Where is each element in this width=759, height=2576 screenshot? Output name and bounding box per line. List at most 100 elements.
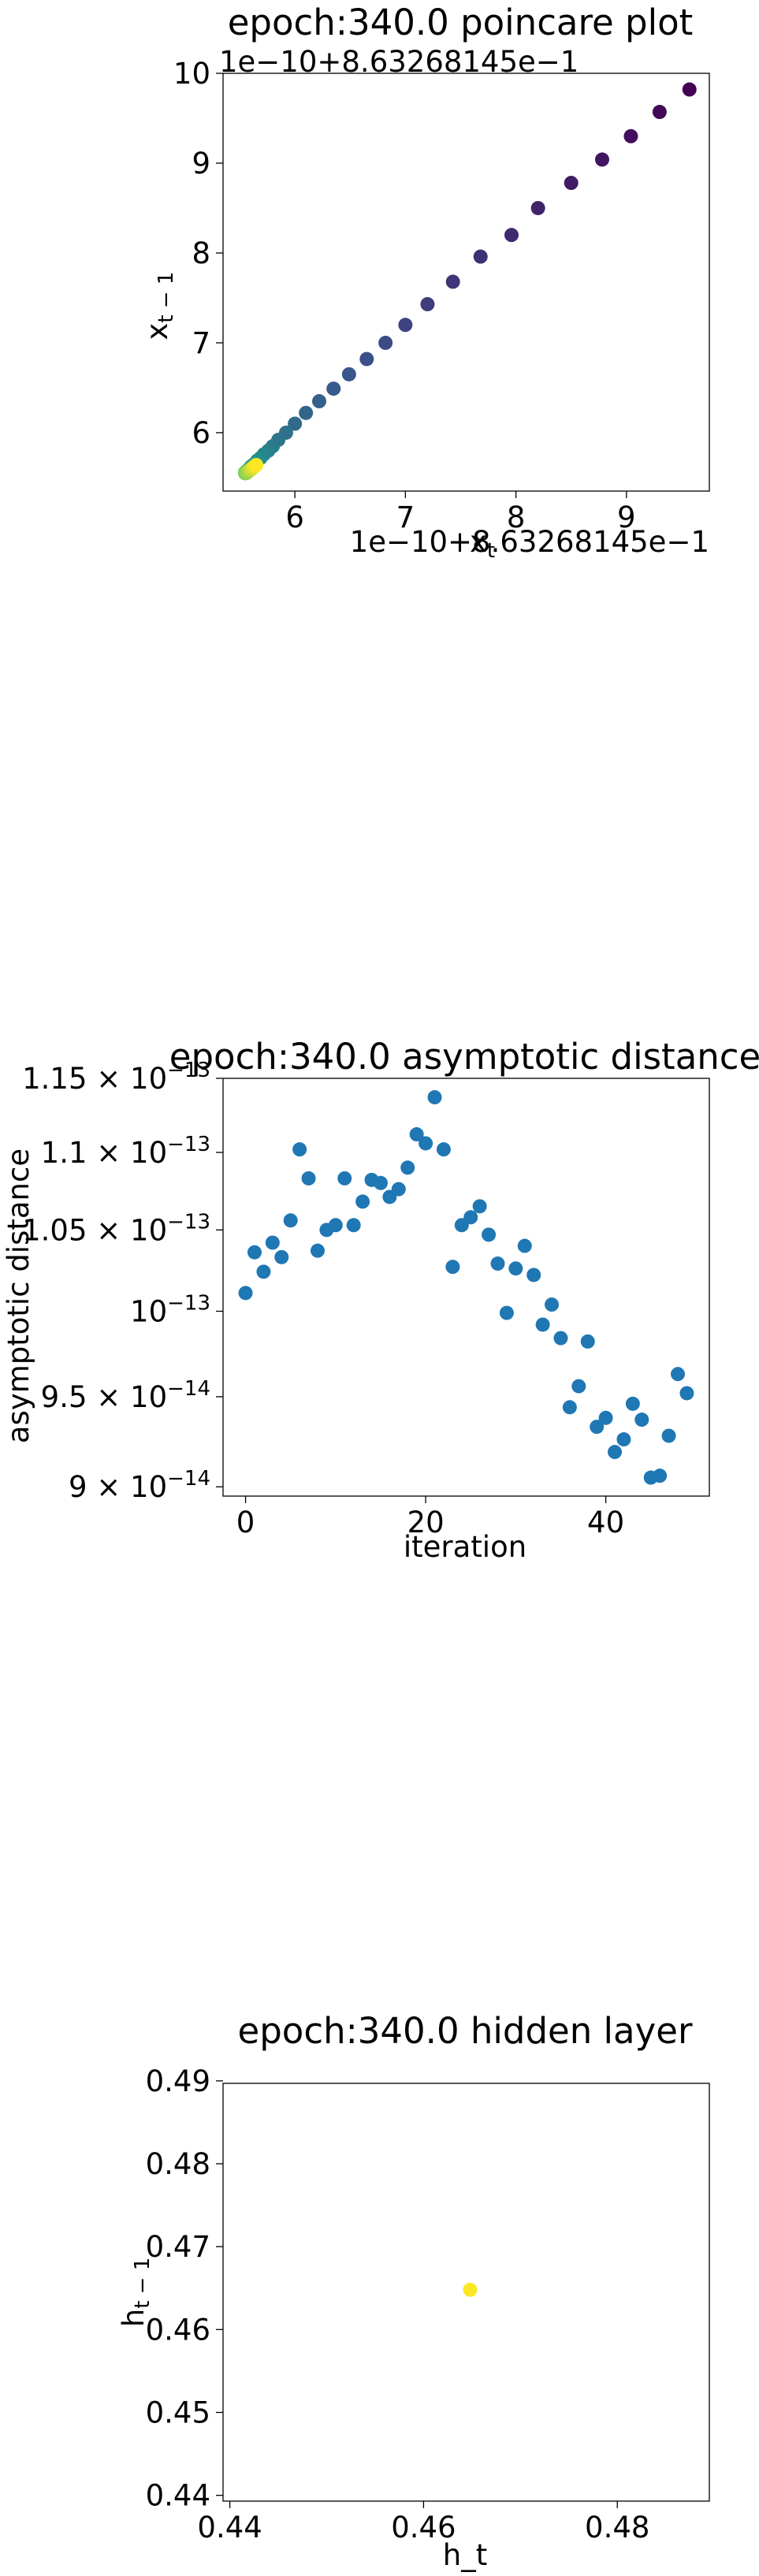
x-tick-label: 9 — [617, 501, 636, 534]
data-point — [580, 1334, 595, 1349]
data-point — [490, 1256, 505, 1271]
y-tick-label: 0.44 — [146, 2479, 210, 2513]
data-point — [545, 1297, 560, 1312]
data-point — [419, 1136, 433, 1151]
y-tick-label: 0.46 — [146, 2313, 210, 2347]
x-tick-label: 40 — [587, 1506, 624, 1539]
plot-frame — [222, 2083, 710, 2502]
data-point — [590, 1420, 605, 1435]
data-point — [499, 1305, 514, 1320]
data-point — [608, 1445, 623, 1460]
data-point — [553, 1331, 568, 1346]
data-point — [535, 1317, 550, 1332]
data-point — [326, 382, 341, 396]
y-ticks: 6 7 8 9 10 — [173, 57, 223, 450]
data-point — [311, 394, 326, 409]
data-point — [238, 1286, 253, 1301]
data-point — [299, 405, 314, 420]
x-axis-label: h_t — [443, 2538, 487, 2572]
data-point — [671, 1367, 686, 1382]
y-tick-label: 1.15 × 10−13 — [22, 1059, 210, 1096]
x-offset-label: 1e−10+8.63268145e−1 — [350, 525, 709, 559]
y-tick-label: 0.45 — [146, 2395, 210, 2429]
data-point — [623, 128, 638, 143]
y-tick-label: 1.1 × 10−13 — [41, 1133, 210, 1170]
y-tick-label: 10−13 — [130, 1291, 210, 1328]
x-tick-label: 6 — [285, 501, 304, 534]
x-tick-label: 7 — [396, 501, 415, 534]
data-point — [472, 1199, 487, 1214]
x-ticks: 0.44 0.46 0.48 — [197, 2501, 649, 2544]
x-ticks: 6 7 8 9 — [285, 491, 636, 534]
x-tick-label: 8 — [507, 501, 526, 534]
data-point — [445, 1260, 460, 1275]
data-point — [398, 318, 413, 333]
data-point — [526, 1268, 541, 1282]
data-point — [288, 416, 303, 431]
data-point — [256, 1264, 271, 1279]
data-point — [661, 1428, 676, 1443]
y-tick-label: 0.49 — [146, 2064, 210, 2098]
chart-title: epoch:340.0 poincare plot — [228, 2, 694, 43]
data-point — [378, 335, 393, 350]
data-point — [652, 105, 667, 120]
y-tick-label: 6 — [192, 416, 210, 450]
data-point — [530, 200, 545, 215]
data-point — [445, 274, 460, 289]
hidden-layer-chart: epoch:340.0 hidden layer h_t ht − 1 0.44… — [117, 2010, 710, 2572]
data-point — [400, 1160, 415, 1175]
data-point — [473, 249, 488, 264]
data-point — [482, 1227, 497, 1242]
x-tick-label: 0.44 — [197, 2511, 262, 2544]
x-tick-label: 0.46 — [391, 2511, 456, 2544]
y-axis-label: asymptotic distance — [2, 1148, 35, 1443]
data-point — [265, 1235, 280, 1250]
data-point — [508, 1261, 523, 1276]
data-point — [679, 1386, 694, 1401]
data-point — [427, 1090, 442, 1105]
scatter-points — [463, 2282, 478, 2297]
data-point — [310, 1243, 325, 1258]
y-tick-label: 9 × 10−14 — [69, 1467, 210, 1504]
data-point — [355, 1194, 370, 1209]
data-point — [359, 352, 374, 367]
x-tick-label: 0.48 — [585, 2511, 649, 2544]
plot-frame — [222, 73, 710, 492]
x-ticks: 0 20 40 — [236, 1496, 624, 1539]
y-ticks: 0.44 0.45 0.46 0.47 0.48 0.49 — [146, 2064, 223, 2513]
data-point — [391, 1182, 406, 1197]
data-point — [283, 1213, 298, 1228]
x-tick-label: 0 — [236, 1506, 255, 1539]
x-tick-label: 20 — [407, 1506, 445, 1539]
scatter-points — [238, 1090, 694, 1485]
plot-frame — [222, 1078, 710, 1497]
data-point — [682, 82, 697, 97]
data-point — [616, 1432, 631, 1447]
y-tick-label: 8 — [192, 236, 210, 270]
data-point — [463, 1210, 478, 1225]
data-point — [373, 1175, 388, 1190]
poincare-plot-chart: epoch:340.0 poincare plot 1e−10+8.632681… — [140, 2, 710, 563]
data-point — [653, 1469, 668, 1483]
y-tick-label: 0.48 — [146, 2147, 210, 2181]
data-point — [517, 1238, 532, 1253]
data-point — [504, 228, 519, 243]
data-point — [247, 1245, 262, 1260]
data-point — [249, 457, 264, 472]
chart-title: epoch:340.0 hidden layer — [238, 2010, 693, 2052]
data-point — [594, 152, 609, 167]
data-point — [346, 1218, 361, 1233]
data-point — [341, 367, 356, 382]
data-point — [328, 1218, 343, 1233]
y-tick-label: 1.05 × 10−13 — [22, 1210, 210, 1247]
y-axis-label: xt − 1 — [140, 272, 178, 341]
data-point — [625, 1396, 640, 1411]
y-tick-label: 9.5 × 10−14 — [41, 1377, 210, 1414]
data-point — [571, 1379, 586, 1394]
y-tick-label: 7 — [192, 326, 210, 360]
y-tick-label: 9 — [192, 147, 210, 181]
data-point — [292, 1142, 307, 1157]
data-point — [564, 176, 579, 191]
scatter-points — [238, 82, 697, 481]
